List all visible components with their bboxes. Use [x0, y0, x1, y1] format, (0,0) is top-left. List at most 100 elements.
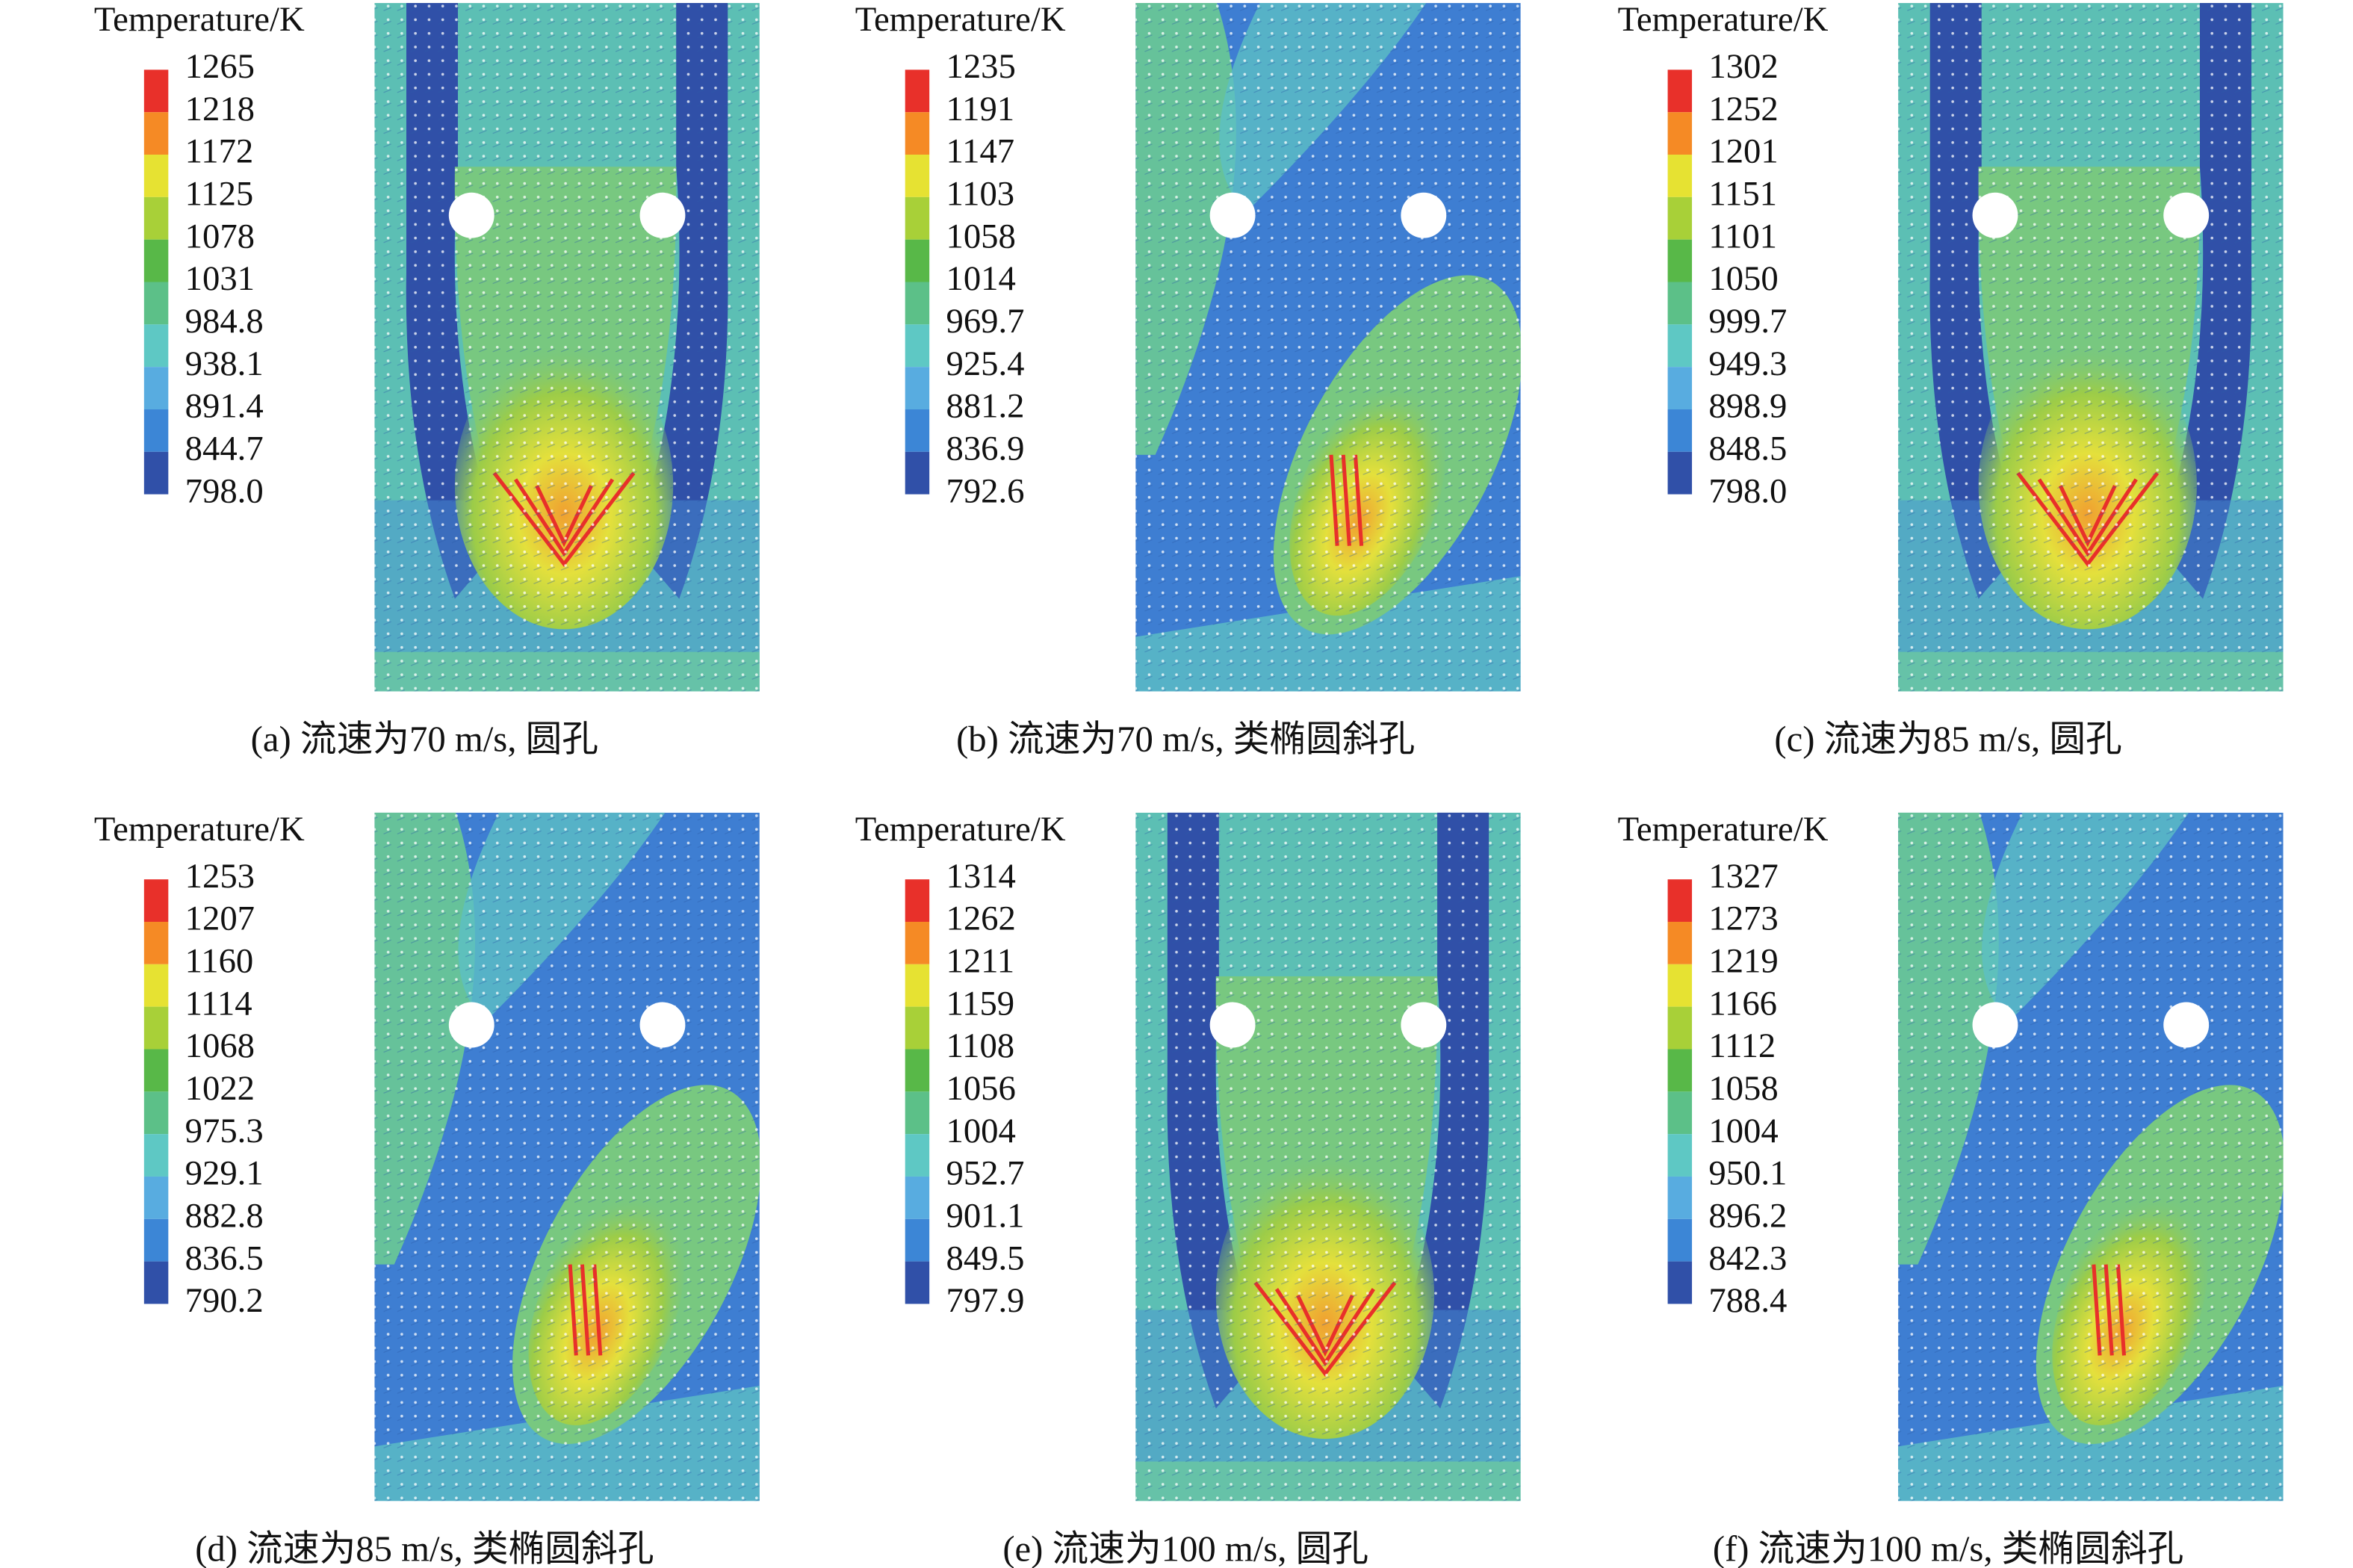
- field: [1898, 3, 2284, 692]
- legend-level: 1108: [946, 1026, 1015, 1065]
- legend-level: 1159: [946, 984, 1015, 1023]
- colorbar-swatch: [143, 155, 169, 197]
- legend-level: 1114: [185, 984, 252, 1023]
- colorbar-swatch: [1667, 282, 1693, 325]
- legend-level: 901.1: [946, 1197, 1025, 1236]
- colorbar-swatch: [143, 451, 169, 495]
- legend-level: 896.2: [1708, 1197, 1787, 1236]
- film-hole: [1401, 1002, 1447, 1048]
- legend-level: 1201: [1708, 132, 1778, 171]
- legend-level: 938.1: [185, 344, 264, 383]
- legend-level: 1252: [1708, 90, 1778, 128]
- legend-level: 1327: [1708, 857, 1778, 896]
- velocity-vectors: [1135, 3, 1521, 692]
- colorbar-swatch: [143, 1134, 169, 1177]
- colorbar-swatch: [143, 921, 169, 964]
- legend-level: 1160: [185, 942, 254, 981]
- legend-level: 1147: [946, 132, 1015, 171]
- colorbar-swatch: [143, 879, 169, 922]
- legend-level: 1166: [1708, 984, 1777, 1023]
- legend-level: 1151: [1708, 175, 1777, 214]
- colorbar-swatch: [905, 1006, 930, 1050]
- film-hole: [639, 192, 686, 238]
- film-hole: [448, 192, 495, 238]
- legend-level: 849.5: [946, 1239, 1025, 1277]
- legend-title: Temperature/K: [855, 0, 1066, 39]
- colorbar-swatch: [143, 1006, 169, 1050]
- film-hole: [639, 1002, 686, 1048]
- colorbar-swatch: [143, 112, 169, 155]
- film-hole: [1209, 1002, 1256, 1048]
- contour-plot: [374, 3, 760, 692]
- legend-level: 1078: [185, 217, 255, 255]
- velocity-vectors: [374, 812, 760, 1502]
- contour-plot: [374, 812, 760, 1502]
- colorbar-swatch: [143, 1049, 169, 1092]
- colorbar-swatch: [905, 367, 930, 409]
- legend-level: 1031: [185, 259, 255, 298]
- legend-level: 949.3: [1708, 344, 1787, 383]
- legend-level: 1218: [185, 90, 255, 128]
- colorbar-swatch: [905, 1218, 930, 1262]
- colorbar-swatch: [1667, 409, 1693, 452]
- colorbar-swatch: [905, 1091, 930, 1135]
- legend-level: 929.1: [185, 1154, 264, 1193]
- colorbar-swatch: [1667, 1176, 1693, 1219]
- legend-level: 975.3: [185, 1112, 264, 1150]
- colorbar-swatch: [905, 1049, 930, 1092]
- legend-level: 898.9: [1708, 387, 1787, 426]
- colorbar-swatch: [1667, 367, 1693, 409]
- film-hole: [2163, 192, 2210, 238]
- legend-level: 1125: [185, 175, 254, 214]
- colorbar-swatch: [143, 1176, 169, 1219]
- colorbar-swatch: [1667, 964, 1693, 1007]
- legend-level: 790.2: [185, 1281, 264, 1320]
- colorbar-swatch: [905, 324, 930, 368]
- velocity-vectors: [1898, 3, 2284, 692]
- caption: (b) 流速为70 m/s, 类椭圆斜孔: [956, 719, 1415, 760]
- legend-title: Temperature/K: [1618, 0, 1829, 39]
- colorbar-swatch: [143, 409, 169, 452]
- colorbar-swatch: [1667, 69, 1693, 113]
- field: [1135, 812, 1521, 1502]
- legend-level: 788.4: [1708, 1281, 1787, 1320]
- colorbar-swatch: [143, 69, 169, 113]
- legend-title: Temperature/K: [1618, 810, 1829, 849]
- legend-level: 882.8: [185, 1197, 264, 1236]
- colorbar-swatch: [143, 1261, 169, 1304]
- colorbar-swatch: [1667, 112, 1693, 155]
- colorbar-swatch: [1667, 239, 1693, 282]
- contour-plot: [1135, 3, 1521, 692]
- colorbar-swatch: [1667, 451, 1693, 495]
- legend-level: 836.9: [946, 430, 1025, 468]
- velocity-vectors: [1898, 812, 2284, 1502]
- colorbar-swatch: [905, 239, 930, 282]
- velocity-vectors: [1135, 812, 1521, 1502]
- legend-level: 1101: [1708, 217, 1777, 255]
- legend-level: 1022: [185, 1069, 255, 1108]
- colorbar-swatch: [143, 367, 169, 409]
- colorbar-swatch: [143, 1218, 169, 1262]
- colorbar-swatch: [1667, 1006, 1693, 1050]
- legend-level: 1112: [1708, 1026, 1776, 1065]
- colorbar-swatch: [1667, 1261, 1693, 1304]
- legend-level: 1262: [946, 899, 1016, 938]
- legend-level: 1004: [946, 1112, 1016, 1150]
- colorbar-swatch: [1667, 1049, 1693, 1092]
- colorbar-swatch: [1667, 196, 1693, 240]
- legend-level: 969.7: [946, 302, 1025, 341]
- contour-plot: [1898, 3, 2284, 692]
- field: [1135, 3, 1521, 692]
- colorbar-swatch: [905, 1176, 930, 1219]
- legend-level: 1219: [1708, 942, 1778, 981]
- legend-level: 1302: [1708, 47, 1778, 86]
- contour-plot: [1898, 812, 2284, 1502]
- film-hole: [1209, 192, 1256, 238]
- legend-level: 1172: [185, 132, 254, 171]
- colorbar-swatch: [143, 964, 169, 1007]
- colorbar-swatch: [143, 196, 169, 240]
